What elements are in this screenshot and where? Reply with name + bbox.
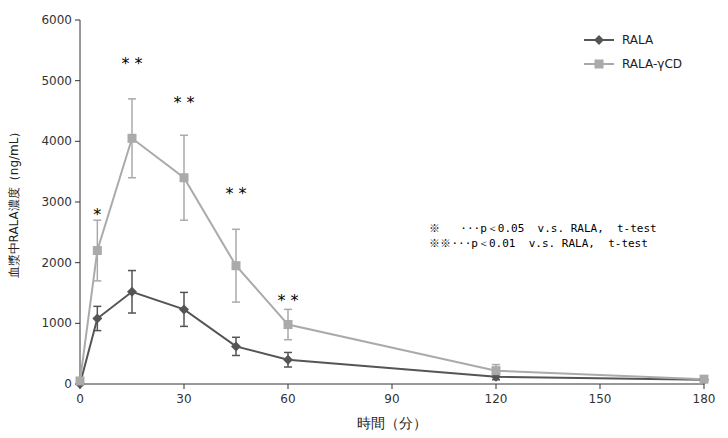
error-bar [128, 99, 136, 178]
markers [75, 134, 709, 389]
y-tick-label: 0 [64, 377, 72, 391]
legend-label: RALA-γCD [622, 57, 682, 71]
y-tick-label: 1000 [41, 316, 72, 330]
y-tick [75, 323, 80, 324]
error-bar [284, 309, 292, 339]
y-tick-label: 6000 [41, 13, 72, 27]
point [284, 320, 293, 329]
error-bar-cap [284, 366, 292, 368]
series-line [80, 292, 704, 384]
error-bar-cap [232, 301, 240, 303]
x-tick-label: 150 [589, 392, 612, 406]
note: ※※···p＜0.01 v.s. RALA, t-test [429, 237, 647, 250]
point [179, 304, 189, 314]
point [699, 375, 709, 385]
error-bar-cap [180, 135, 188, 137]
error-bar-cap [232, 355, 240, 357]
point [93, 246, 102, 255]
point [492, 366, 501, 375]
y-tick [75, 80, 80, 81]
error-bar-cap [93, 280, 101, 282]
point [128, 134, 137, 143]
x-tick-label: 180 [693, 392, 716, 406]
x-tick [600, 384, 601, 389]
error-bar-cap [180, 326, 188, 328]
error-bar [180, 292, 188, 326]
point [127, 287, 137, 297]
y-tick-label: 4000 [41, 134, 72, 148]
error-bar-cap [284, 339, 292, 341]
error-bar-cap [232, 229, 240, 231]
point [232, 261, 241, 270]
x-tick-label: 60 [280, 392, 295, 406]
point [76, 376, 85, 385]
y-tick [75, 202, 80, 203]
legend-marker [595, 60, 604, 69]
legend: RALA RALA-γCD [584, 33, 682, 71]
x-tick [496, 384, 497, 389]
point [92, 313, 102, 323]
error-bar-cap [284, 352, 292, 354]
y-axis-label: 血漿中RALA濃度（ng/mL） [7, 126, 21, 279]
x-tick [392, 384, 393, 389]
y-tick [75, 262, 80, 263]
error-bar-cap [180, 219, 188, 221]
error-bar-cap [232, 337, 240, 339]
y-tick-label: 3000 [41, 195, 72, 209]
error-bar [284, 352, 292, 367]
significance-mark: * [93, 205, 101, 224]
legend-label: RALA [622, 33, 654, 47]
point [283, 355, 293, 365]
legend-marker [594, 35, 604, 45]
x-tick [184, 384, 185, 389]
error-bar-cap [93, 306, 101, 308]
note: ※ ···p＜0.05 v.s. RALA, t-test [429, 222, 656, 235]
y-tick [75, 141, 80, 142]
point [231, 341, 241, 351]
error-bar-cap [128, 270, 136, 272]
error-bar-cap [128, 177, 136, 179]
significance-mark: * * [121, 54, 142, 73]
error-bar-cap [180, 292, 188, 294]
error-bar [492, 365, 500, 377]
y-tick-label: 2000 [41, 256, 72, 270]
series-line [80, 138, 704, 381]
error-bar [180, 135, 188, 220]
point [700, 375, 709, 384]
x-tick [288, 384, 289, 389]
error-bar [232, 337, 240, 355]
error-bar [232, 229, 240, 302]
error-bar-cap [128, 312, 136, 314]
x-tick-label: 0 [76, 392, 84, 406]
chart: 0 30 60 90 120 150 180 0 1000 2000 3000 4000 5000 600… [0, 0, 728, 438]
y-tick [75, 20, 80, 21]
significance-mark: * * [173, 93, 194, 112]
x-tick-label: 90 [384, 392, 399, 406]
error-bar [128, 271, 136, 313]
error-bar-cap [492, 364, 500, 366]
error-bar-cap [128, 98, 136, 100]
significance-mark: * * [277, 291, 298, 310]
x-axis-label: 時間（分） [357, 415, 427, 431]
x-tick-label: 30 [176, 392, 191, 406]
y-tick-label: 5000 [41, 74, 72, 88]
point [180, 173, 189, 182]
lines [80, 99, 704, 384]
x-tick-label: 120 [485, 392, 508, 406]
significance-mark: * * [225, 184, 246, 203]
